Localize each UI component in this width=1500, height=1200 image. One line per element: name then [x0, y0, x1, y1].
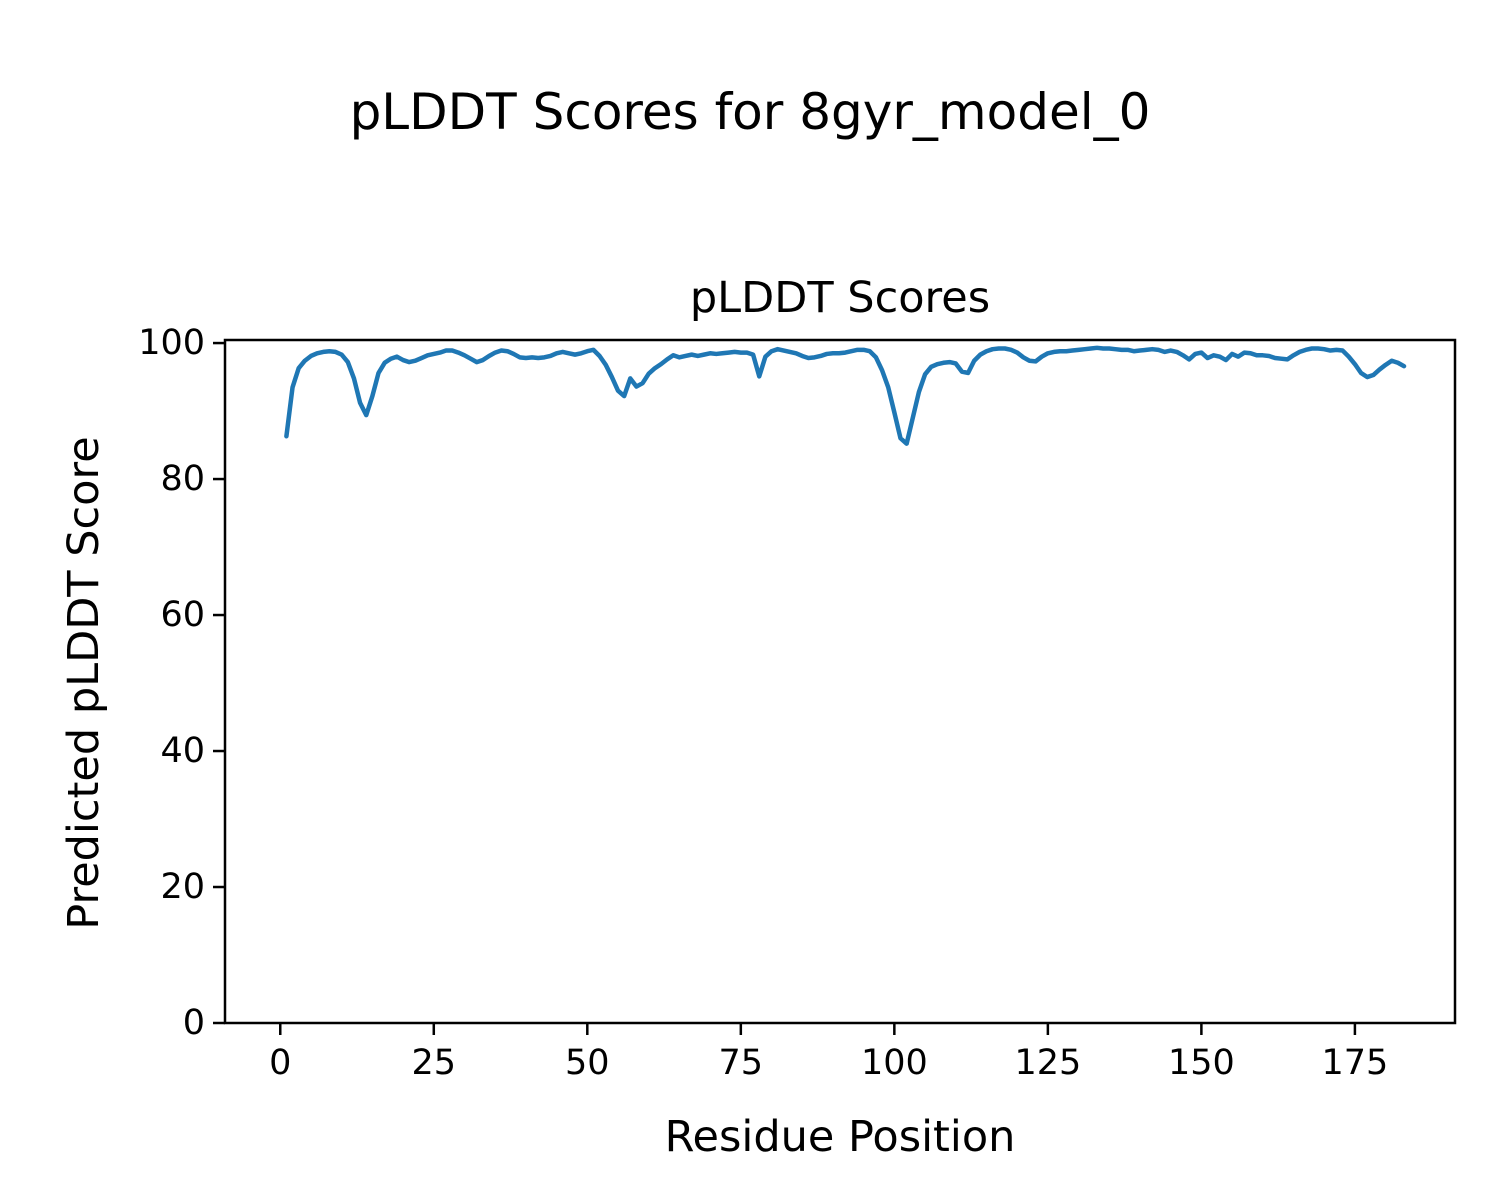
x-tick-label: 50	[565, 1043, 610, 1083]
plot-border	[223, 338, 1457, 1025]
plddt-line	[284, 345, 1407, 446]
plot-area	[213, 338, 1457, 1035]
y-tick-label: 80	[160, 459, 205, 500]
y-tick-label: 100	[138, 323, 205, 364]
x-tick-label: 75	[718, 1043, 764, 1083]
y-tick-label: 0	[182, 1003, 205, 1043]
x-tick-label: 175	[1321, 1043, 1389, 1083]
x-tick-label: 0	[269, 1043, 292, 1083]
y-tick-label: 60	[160, 595, 205, 636]
x-tick-label: 150	[1167, 1043, 1235, 1083]
x-tick-label: 125	[1014, 1043, 1082, 1083]
axes-title: pLDDT Scores	[689, 273, 991, 323]
figure-title: pLDDT Scores for 8gyr_model_0	[349, 83, 1151, 141]
y-axis-label: Predicted pLDDT Score	[59, 436, 109, 930]
x-tick-label: 100	[860, 1043, 928, 1083]
y-tick-label: 40	[160, 731, 205, 772]
x-tick-label: 25	[411, 1043, 457, 1083]
y-tick-label: 20	[160, 867, 205, 907]
x-axis-label: Residue Position	[664, 1112, 1016, 1162]
